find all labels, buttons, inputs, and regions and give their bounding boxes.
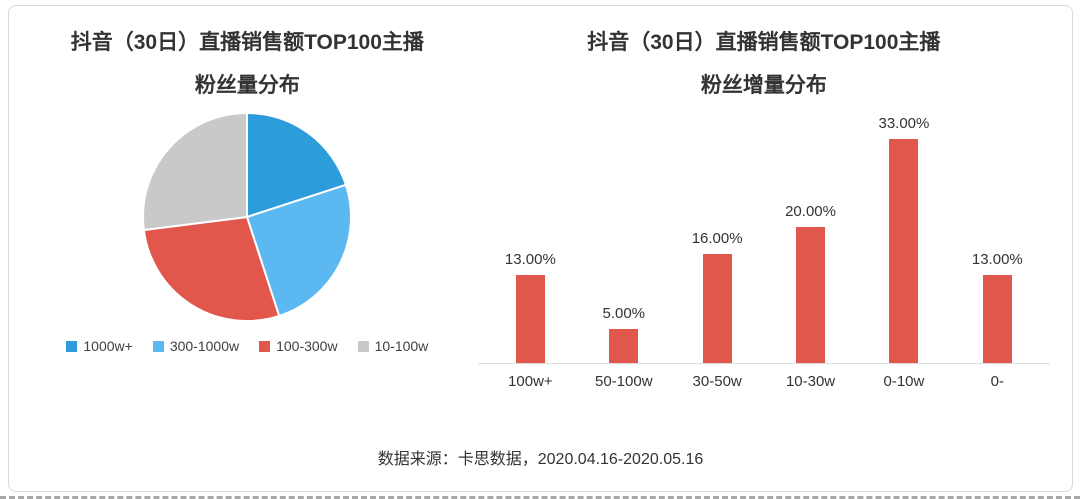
legend-label: 1000w+ xyxy=(83,338,133,354)
bar-value-label: 5.00% xyxy=(602,305,646,322)
report-card: 抖音（30日）直播销售额TOP100主播 粉丝量分布 1000w+ 300-100… xyxy=(8,5,1073,492)
pie-chart-panel: 抖音（30日）直播销售额TOP100主播 粉丝量分布 1000w+ 300-100… xyxy=(17,32,478,390)
bar-category-label: 100w+ xyxy=(508,373,553,390)
bar-column-0-10w: 33.00% xyxy=(857,115,950,363)
bar-value-label: 13.00% xyxy=(971,251,1023,268)
pie-slice-1000w+ xyxy=(246,111,348,219)
bar-value-label: 13.00% xyxy=(504,251,556,268)
pie-slice-300-1000w xyxy=(246,183,353,318)
pie-slice-100-300w xyxy=(143,215,281,322)
bar-plot: 13.00% 5.00% 16.00% 20.00% 33.00% 13.00% xyxy=(477,106,1050,364)
bar-category-row: 100w+ 50-100w 30-50w 10-30w 0-10w 0- xyxy=(478,364,1050,390)
bar-value-label: 20.00% xyxy=(785,203,836,220)
pie-slice-10-100w xyxy=(142,111,249,232)
bar-rect xyxy=(982,275,1012,363)
bar-category-label: 0- xyxy=(990,373,1004,390)
bar-category-label: 50-100w xyxy=(594,373,653,390)
bar-chart: 13.00% 5.00% 16.00% 20.00% 33.00% 13.00% 100w… xyxy=(477,106,1050,390)
bar-category-label: 30-50w xyxy=(692,373,742,390)
pie-legend: 1000w+ 300-1000w 100-300w 10-100w xyxy=(17,338,478,354)
bar-column-0-: 13.00% xyxy=(951,251,1044,363)
pie-title-line1: 抖音（30日）直播销售额TOP100主播 xyxy=(70,31,424,54)
bar-title-line1: 抖音（30日）直播销售额TOP100主播 xyxy=(587,31,941,54)
bar-rect xyxy=(515,275,545,363)
bar-title-line2: 粉丝增量分布 xyxy=(700,74,827,97)
source-note: 数据来源：卡思数据，2020.04.16-2020.05.16 xyxy=(377,451,704,468)
legend-swatch xyxy=(66,340,78,352)
pie-title-line2: 粉丝量分布 xyxy=(194,74,300,97)
legend-item-10-100w: 10-100w xyxy=(357,338,429,354)
pie-chart-title: 抖音（30日）直播销售额TOP100主播 粉丝量分布 xyxy=(17,32,478,96)
legend-label: 300-1000w xyxy=(169,338,240,354)
legend-item-300-1000w: 300-1000w xyxy=(152,338,240,354)
legend-label: 100-300w xyxy=(276,338,338,354)
legend-item-100-300w: 100-300w xyxy=(259,338,338,354)
bar-column-10-30w: 20.00% xyxy=(764,203,857,363)
bar-rect xyxy=(609,329,639,363)
bar-rect xyxy=(889,139,919,363)
bar-column-30-50w: 16.00% xyxy=(670,230,763,363)
bar-column-100w+: 13.00% xyxy=(484,251,577,363)
bar-rect xyxy=(702,254,732,363)
bar-rect xyxy=(796,227,826,363)
charts-row: 抖音（30日）直播销售额TOP100主播 粉丝量分布 1000w+ 300-100… xyxy=(9,6,1072,390)
dashed-divider xyxy=(0,496,1080,499)
bar-column-50-100w: 5.00% xyxy=(577,305,670,363)
bar-category-label: 10-30w xyxy=(785,373,836,390)
legend-label: 10-100w xyxy=(374,338,429,354)
legend-swatch xyxy=(259,340,271,352)
bar-value-label: 16.00% xyxy=(691,230,743,247)
legend-swatch xyxy=(152,340,164,352)
legend-item-1000w+: 1000w+ xyxy=(66,338,133,354)
bar-category-label: 0-10w xyxy=(883,373,925,390)
bar-value-label: 33.00% xyxy=(878,115,930,132)
pie-wrap xyxy=(17,110,478,324)
pie-chart xyxy=(142,111,353,322)
legend-swatch xyxy=(357,340,369,352)
bar-chart-panel: 抖音（30日）直播销售额TOP100主播 粉丝增量分布 13.00% 5.00% 1… xyxy=(477,32,1064,390)
bar-chart-title: 抖音（30日）直播销售额TOP100主播 粉丝增量分布 xyxy=(478,32,1050,96)
